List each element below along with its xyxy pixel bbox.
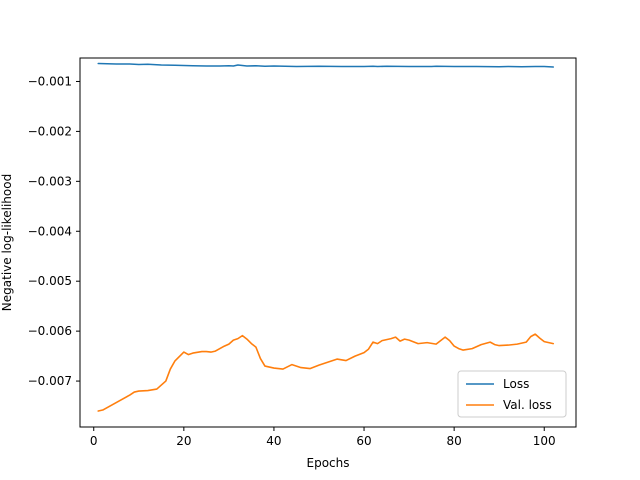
x-tick-label: 60 [356,434,371,448]
y-tick-label: −0.002 [28,124,72,138]
axes-frame [79,57,577,428]
ticks-layer: 0 20 40 60 80 100 −0.001 −0.002 −0.003 −0.004 −0.0… [28,74,556,448]
x-tick-label: 100 [533,434,556,448]
y-tick-label: −0.006 [28,324,72,338]
legend: Loss Val. loss [457,370,567,418]
x-tick-label: 40 [266,434,281,448]
legend-entry: Loss [503,377,529,391]
y-tick-label: −0.005 [28,274,72,288]
y-tick-label: −0.007 [28,374,72,388]
y-tick-label: −0.001 [28,74,72,88]
series-line-loss [97,62,555,68]
y-tick-label: −0.004 [28,224,72,238]
legend-entry: Val. loss [503,398,552,412]
series-line-val-loss [97,333,555,412]
x-tick-label: 80 [446,434,461,448]
x-tick-label: 20 [176,434,191,448]
x-axis-label: Epochs [307,456,350,470]
y-axis-label: Negative log-likelihood [0,174,14,311]
series-layer [97,62,555,412]
x-tick-label: 0 [90,434,98,448]
y-tick-label: −0.003 [28,174,72,188]
